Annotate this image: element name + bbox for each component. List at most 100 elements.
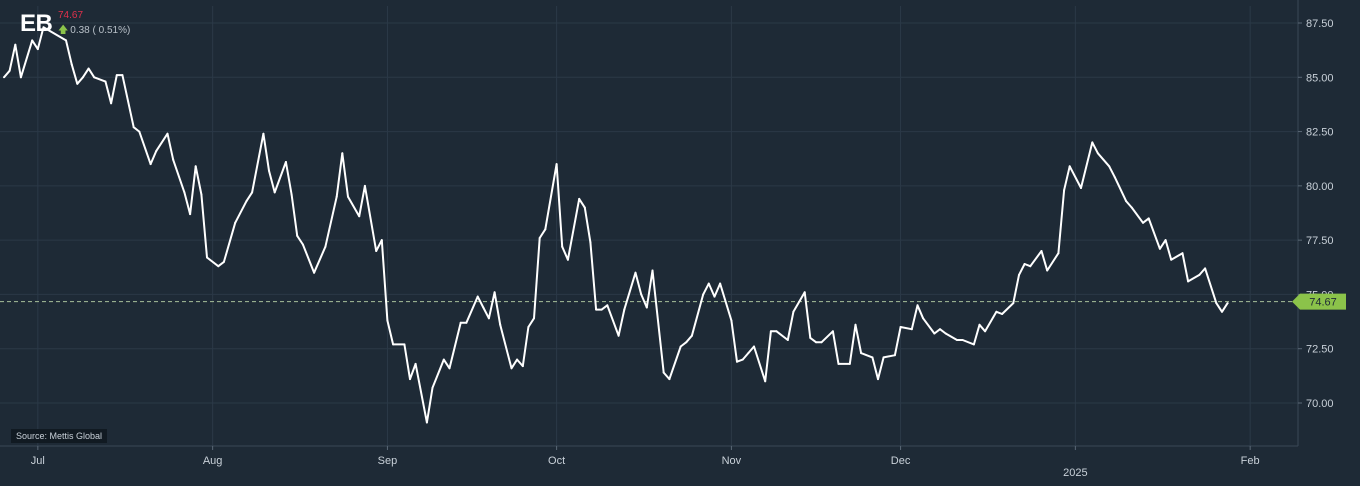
data-point bbox=[499, 323, 502, 326]
data-point bbox=[36, 48, 39, 51]
data-point bbox=[583, 206, 586, 209]
data-point bbox=[538, 237, 541, 239]
data-point bbox=[933, 332, 936, 335]
data-point bbox=[860, 352, 863, 355]
data-point bbox=[234, 221, 237, 224]
data-point bbox=[132, 126, 135, 129]
data-point bbox=[645, 306, 648, 309]
data-point bbox=[138, 130, 141, 133]
data-point bbox=[155, 150, 158, 153]
data-point bbox=[617, 334, 620, 337]
data-point bbox=[1023, 263, 1026, 265]
data-point bbox=[882, 356, 885, 359]
data-point bbox=[493, 291, 496, 294]
price-badge bbox=[1292, 293, 1346, 310]
data-point bbox=[313, 271, 316, 274]
data-point bbox=[719, 282, 722, 285]
data-point bbox=[747, 352, 750, 355]
x-tick-label: Aug bbox=[203, 455, 223, 467]
data-point bbox=[104, 80, 107, 83]
data-point bbox=[268, 169, 270, 172]
data-point bbox=[922, 317, 925, 320]
data-point bbox=[42, 26, 45, 29]
data-point bbox=[893, 354, 896, 357]
price-change: 🡅 0.38 ( 0.51%) bbox=[58, 23, 130, 40]
data-point bbox=[1125, 200, 1128, 203]
price-badge-label: 74.67 bbox=[1309, 297, 1337, 309]
x-tick-label: Dec bbox=[891, 455, 911, 467]
data-point bbox=[262, 132, 265, 135]
data-point bbox=[189, 213, 192, 216]
data-point bbox=[831, 330, 834, 333]
data-point bbox=[115, 74, 118, 77]
data-point bbox=[651, 269, 654, 272]
data-point bbox=[1068, 165, 1071, 168]
data-point bbox=[736, 360, 738, 363]
data-point bbox=[392, 343, 395, 346]
data-point bbox=[442, 358, 445, 361]
data-point bbox=[375, 250, 378, 252]
data-point bbox=[1147, 217, 1150, 220]
data-point bbox=[245, 200, 248, 203]
data-point bbox=[944, 332, 947, 335]
y-tick-label: 82.50 bbox=[1306, 127, 1334, 139]
data-point bbox=[820, 341, 823, 344]
data-point bbox=[482, 306, 485, 309]
series-group bbox=[3, 26, 1229, 424]
last-price: 74.67 bbox=[58, 10, 84, 21]
data-point bbox=[1046, 269, 1049, 272]
data-point bbox=[431, 386, 434, 389]
data-point bbox=[1091, 141, 1094, 144]
data-point bbox=[1012, 302, 1015, 305]
data-point bbox=[961, 339, 964, 341]
data-point bbox=[87, 67, 90, 70]
y-tick-label: 72.50 bbox=[1306, 344, 1334, 356]
data-point bbox=[972, 343, 975, 346]
data-point bbox=[527, 326, 530, 328]
data-point bbox=[363, 184, 366, 187]
data-point bbox=[296, 234, 299, 237]
data-point bbox=[1018, 273, 1020, 276]
data-point bbox=[566, 258, 569, 261]
data-point bbox=[1063, 189, 1066, 192]
data-point bbox=[273, 191, 276, 194]
data-point bbox=[487, 317, 490, 320]
data-point bbox=[1187, 280, 1190, 283]
data-point bbox=[14, 43, 17, 46]
data-point bbox=[978, 323, 981, 326]
data-point bbox=[792, 310, 795, 313]
data-point bbox=[172, 158, 175, 161]
data-point bbox=[1142, 221, 1144, 224]
data-point bbox=[854, 323, 857, 326]
data-point bbox=[76, 82, 79, 85]
data-point bbox=[668, 378, 671, 381]
data-point bbox=[713, 295, 716, 298]
data-point bbox=[341, 152, 344, 155]
data-point bbox=[623, 308, 626, 311]
data-point bbox=[403, 343, 406, 346]
data-point bbox=[995, 310, 998, 313]
data-point bbox=[222, 260, 225, 263]
data-point bbox=[555, 163, 558, 166]
data-point bbox=[521, 365, 524, 368]
data-point bbox=[1181, 252, 1184, 255]
data-point bbox=[1080, 187, 1082, 189]
data-point bbox=[634, 271, 637, 274]
x-axis: Jul Aug Sep Oct Nov Dec 2025 Feb bbox=[0, 445, 1298, 479]
data-point bbox=[533, 317, 535, 320]
data-point bbox=[206, 256, 208, 259]
y-tick-label: 77.50 bbox=[1306, 235, 1334, 247]
x-year-label: 2025 bbox=[1063, 467, 1087, 479]
data-point bbox=[149, 163, 152, 166]
y-tick-label: 87.50 bbox=[1306, 18, 1334, 30]
data-point bbox=[578, 197, 581, 200]
data-point bbox=[1164, 239, 1167, 242]
data-point bbox=[8, 69, 11, 72]
data-point bbox=[1001, 313, 1004, 315]
data-point bbox=[848, 362, 851, 365]
data-point bbox=[561, 245, 564, 248]
data-point bbox=[1040, 250, 1043, 252]
data-point bbox=[702, 293, 705, 296]
